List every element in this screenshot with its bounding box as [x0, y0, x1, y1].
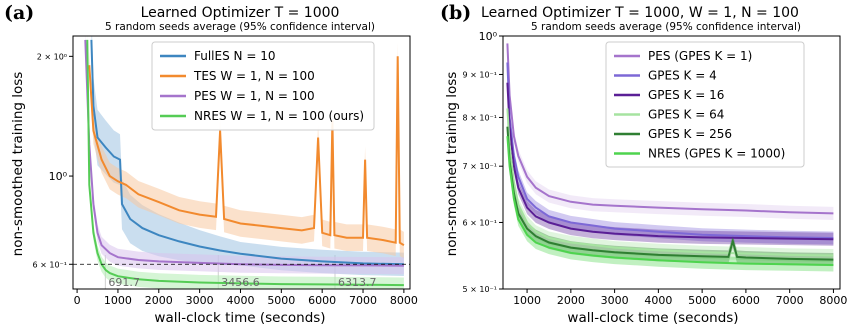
- legend-box: [151, 41, 375, 131]
- series-line: [86, 39, 404, 287]
- series-line: [84, 39, 404, 267]
- x-tick-label: 7000: [349, 294, 377, 307]
- series-line: [506, 62, 834, 239]
- series-line: [506, 82, 834, 241]
- legend-label: GPES K = 64: [648, 108, 724, 122]
- plot-area-a: 691.7 3456.6 6313.7 0 1000 2000 3000 4000 5000 60…: [33, 35, 418, 307]
- legend-label: PES (GPES K = 1): [648, 49, 752, 63]
- plot-content: [506, 36, 834, 272]
- y-tick-label: 2 × 10⁰: [37, 52, 67, 61]
- y-tick-label: 5 × 10⁻¹: [463, 285, 498, 294]
- panel-label-b: (b): [440, 2, 471, 24]
- series-line: [506, 43, 834, 215]
- x-tick-label: 6000: [732, 294, 760, 307]
- x-tick-label: 2000: [145, 294, 173, 307]
- xlabel-a: wall-clock time (seconds): [154, 310, 325, 326]
- x-tick-label: 8000: [819, 294, 847, 307]
- x-tick-label: 5000: [267, 294, 295, 307]
- title-a: Learned Optimizer T = 1000: [141, 5, 340, 21]
- y-tick-label: 10⁰: [49, 170, 68, 183]
- series-line: [506, 136, 834, 266]
- x-tick-label: 8000: [390, 294, 418, 307]
- x-tick-label: 4000: [226, 294, 254, 307]
- subtitle-b: 5 random seeds average (95% confidence i…: [531, 21, 801, 33]
- xlabel-b: wall-clock time (seconds): [567, 310, 738, 326]
- x-tick-label: 2000: [557, 294, 585, 307]
- y-tick-label: 8 × 10⁻¹: [463, 113, 498, 122]
- x-tick-label: 1000: [513, 294, 541, 307]
- x-tick-label: 6000: [308, 294, 336, 307]
- x-tick-label: 7000: [776, 294, 804, 307]
- legend-label: NRES W = 1, N = 100 (ours): [194, 109, 364, 123]
- legend-label: PES W = 1, N = 100: [194, 89, 315, 103]
- y-tick-label: 9 × 10⁻¹: [463, 70, 498, 79]
- panel-label-a: (a): [4, 2, 34, 24]
- plot-content: [73, 36, 410, 289]
- annotation-label: 6313.7: [338, 276, 377, 289]
- annotation-label: 691.7: [108, 276, 140, 289]
- y-tick-label: 6 × 10⁻¹: [33, 260, 68, 269]
- confidence-band: [85, 36, 404, 275]
- series-line: [506, 108, 834, 257]
- legend-label: TES W = 1, N = 100: [193, 69, 315, 83]
- legend-label: FullES N = 10: [194, 49, 275, 63]
- x-tick-label: 4000: [644, 294, 672, 307]
- legend-label: NRES (GPES K = 1000): [648, 147, 785, 161]
- x-tick-label: 3000: [601, 294, 629, 307]
- plot-frame: [72, 35, 411, 290]
- x-tick-label: 1000: [104, 294, 132, 307]
- ylabel-a: non-smoothed training loss: [10, 72, 26, 257]
- subtitle-a: 5 random seeds average (95% confidence i…: [105, 21, 375, 33]
- y-tick-label: 6 × 10⁻¹: [463, 218, 498, 227]
- y-tick-label: 7 × 10⁻¹: [463, 162, 498, 171]
- x-tick-label: 3000: [186, 294, 214, 307]
- series-line: [90, 39, 404, 266]
- series-line: [506, 126, 834, 261]
- y-tick-label: 10⁰: [479, 30, 498, 43]
- x-tick-label: 0: [74, 294, 81, 307]
- plot-area-b: 1000 2000 3000 4000 5000 6000 7000 8000 10⁰ 9 × 1…: [463, 30, 848, 307]
- ylabel-b: non-smoothed training loss: [444, 72, 460, 257]
- annotation-label: 3456.6: [221, 276, 260, 289]
- confidence-band: [91, 36, 404, 276]
- plot-frame: [502, 35, 841, 290]
- legend-label: GPES K = 16: [648, 88, 724, 102]
- title-b: Learned Optimizer T = 1000, W = 1, N = 1…: [481, 5, 799, 21]
- confidence-band: [89, 43, 404, 259]
- x-tick-label: 5000: [688, 294, 716, 307]
- legend-box: [605, 41, 805, 168]
- series-line: [88, 56, 405, 247]
- legend-label: GPES K = 256: [648, 127, 732, 141]
- legend-label: GPES K = 4: [648, 69, 717, 83]
